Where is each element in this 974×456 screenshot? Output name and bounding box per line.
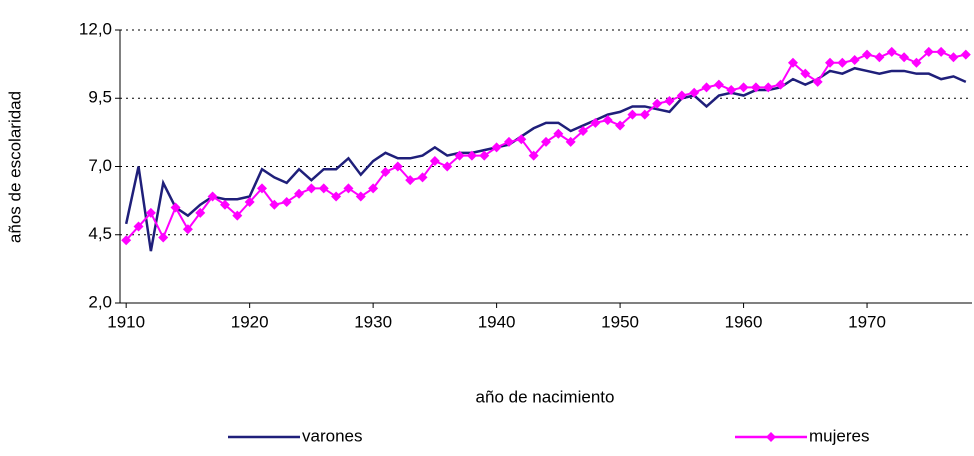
point-marker bbox=[825, 57, 835, 68]
point-marker bbox=[713, 79, 724, 90]
point-marker bbox=[787, 57, 798, 68]
x-tick-label: 1950 bbox=[601, 312, 639, 331]
point-marker bbox=[121, 235, 132, 246]
point-marker bbox=[936, 46, 947, 57]
point-marker bbox=[207, 191, 218, 202]
point-marker bbox=[170, 202, 181, 213]
point-marker bbox=[281, 196, 292, 207]
point-marker bbox=[565, 136, 576, 147]
point-marker bbox=[219, 199, 230, 210]
point-marker bbox=[837, 57, 848, 68]
point-marker bbox=[676, 90, 687, 101]
y-tick-label: 7,0 bbox=[88, 156, 112, 175]
point-marker bbox=[775, 79, 786, 90]
point-marker bbox=[318, 183, 329, 194]
point-marker bbox=[182, 224, 193, 235]
point-marker bbox=[417, 172, 428, 183]
point-marker bbox=[689, 87, 700, 98]
point-marker bbox=[503, 136, 514, 147]
point-marker bbox=[701, 82, 712, 93]
x-axis-label: año de nacimiento bbox=[476, 387, 615, 406]
point-marker bbox=[763, 82, 774, 93]
legend-label: varones bbox=[302, 426, 362, 445]
point-marker bbox=[491, 142, 502, 153]
point-marker bbox=[145, 207, 156, 218]
point-marker bbox=[244, 196, 255, 207]
legend-label: mujeres bbox=[809, 426, 869, 445]
series-line bbox=[124, 66, 967, 252]
point-marker bbox=[899, 52, 910, 63]
x-tick-label: 1910 bbox=[107, 312, 145, 331]
point-marker bbox=[911, 57, 922, 68]
point-marker bbox=[331, 191, 342, 202]
point-marker bbox=[652, 98, 663, 109]
y-tick-label: 12,0 bbox=[79, 19, 112, 38]
point-marker bbox=[960, 49, 971, 60]
point-marker bbox=[578, 126, 589, 137]
point-marker bbox=[195, 207, 206, 218]
point-marker bbox=[528, 150, 539, 161]
point-marker bbox=[516, 134, 527, 145]
point-marker bbox=[627, 109, 638, 120]
point-marker bbox=[232, 210, 243, 221]
point-marker bbox=[466, 150, 477, 161]
point-marker bbox=[812, 76, 823, 87]
point-marker bbox=[750, 82, 761, 93]
point-marker bbox=[615, 120, 626, 131]
y-tick-label: 9,5 bbox=[88, 88, 112, 107]
y-axis-label: años de escolaridad bbox=[5, 91, 24, 243]
x-tick-label: 1940 bbox=[478, 312, 516, 331]
point-marker bbox=[429, 156, 440, 167]
point-marker bbox=[158, 232, 169, 243]
point-marker bbox=[442, 161, 453, 172]
x-tick-label: 1960 bbox=[725, 312, 763, 331]
point-marker bbox=[602, 115, 613, 126]
point-marker bbox=[368, 183, 379, 194]
point-marker bbox=[923, 46, 934, 57]
point-marker bbox=[380, 166, 391, 177]
point-marker bbox=[726, 85, 737, 96]
point-marker bbox=[257, 183, 267, 194]
point-marker bbox=[133, 221, 144, 232]
x-tick-label: 1970 bbox=[848, 312, 886, 331]
point-marker bbox=[862, 49, 873, 60]
point-marker bbox=[454, 150, 465, 161]
legend-marker bbox=[766, 432, 776, 442]
point-marker bbox=[738, 82, 749, 93]
point-marker bbox=[849, 55, 860, 66]
y-tick-label: 2,0 bbox=[88, 292, 112, 311]
x-tick-label: 1920 bbox=[231, 312, 269, 331]
y-tick-label: 4,5 bbox=[88, 224, 112, 243]
point-marker bbox=[306, 183, 317, 194]
point-marker bbox=[553, 128, 564, 139]
point-marker bbox=[355, 191, 366, 202]
x-tick-label: 1930 bbox=[354, 312, 392, 331]
point-marker bbox=[541, 136, 551, 147]
point-marker bbox=[269, 199, 280, 210]
point-marker bbox=[639, 109, 650, 120]
point-marker bbox=[405, 175, 416, 186]
point-marker bbox=[874, 52, 885, 63]
point-marker bbox=[590, 117, 601, 128]
point-marker bbox=[343, 183, 354, 194]
point-marker bbox=[664, 95, 675, 106]
point-marker bbox=[479, 150, 490, 161]
point-marker bbox=[800, 68, 811, 79]
point-marker bbox=[886, 46, 897, 57]
point-marker bbox=[392, 161, 403, 172]
point-marker bbox=[294, 188, 305, 199]
point-marker bbox=[948, 52, 959, 63]
